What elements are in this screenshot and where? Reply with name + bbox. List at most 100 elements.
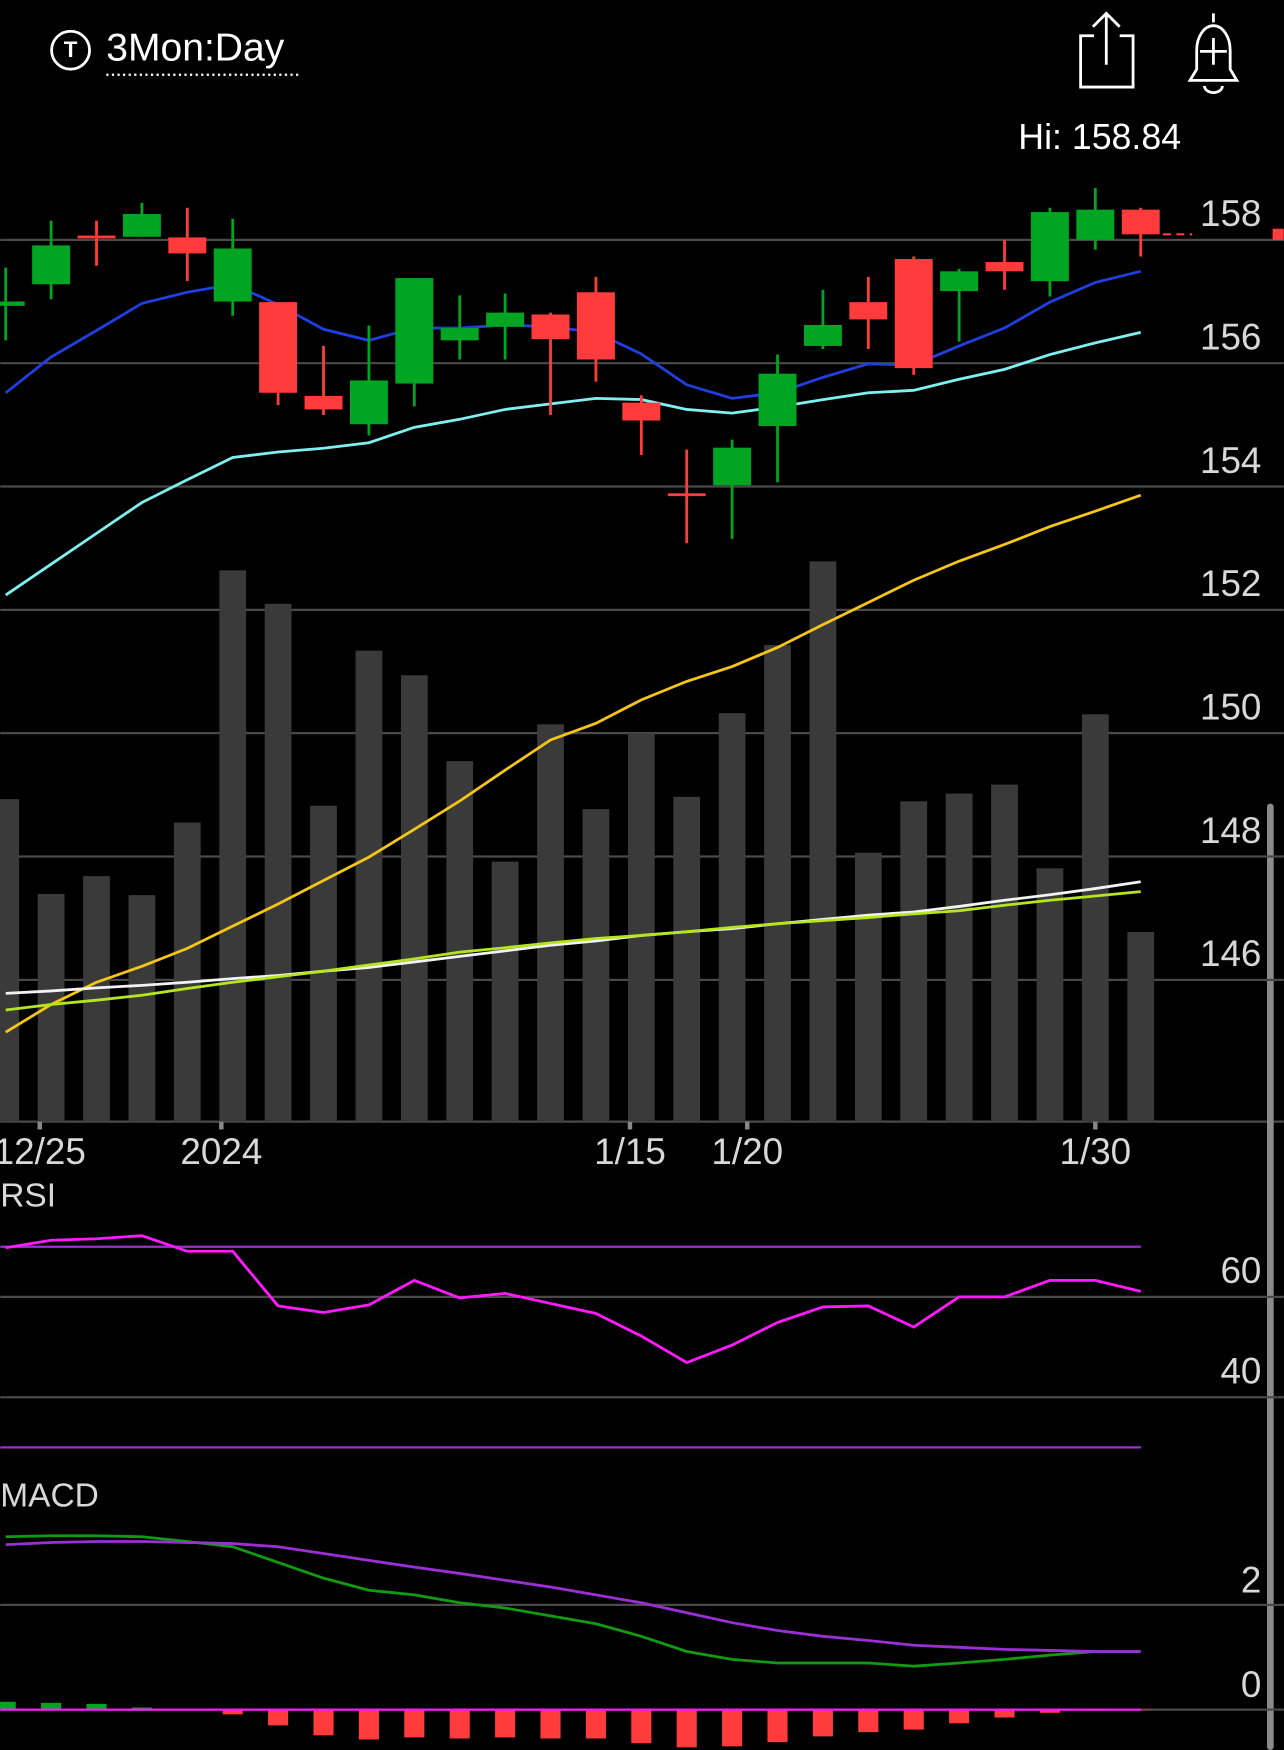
y-tick-label: 2 — [1241, 1559, 1261, 1600]
alert-button[interactable] — [1187, 13, 1240, 95]
histogram-bar — [268, 1709, 289, 1726]
histogram-bar — [1039, 1709, 1060, 1713]
volume-bar — [128, 895, 156, 1122]
histogram-bar — [540, 1709, 561, 1739]
candle-body — [940, 271, 979, 292]
candle-body — [122, 213, 161, 237]
volume-bar — [1127, 931, 1155, 1122]
candle-body — [349, 380, 388, 425]
histogram-bar — [631, 1709, 652, 1744]
histogram-bar — [41, 1702, 62, 1710]
bell — [1187, 13, 1240, 95]
histogram-bar — [358, 1709, 379, 1740]
x-tick-label: 1/20 — [711, 1131, 783, 1172]
y-tick-label: 0 — [1241, 1664, 1261, 1705]
candle-body — [803, 324, 842, 346]
volume-bar — [582, 809, 610, 1122]
histogram-bar — [0, 1701, 16, 1710]
histogram-bar — [767, 1709, 788, 1743]
x-tick-label: 1/30 — [1059, 1131, 1131, 1172]
volume-bar — [1036, 868, 1064, 1122]
candle-body — [531, 314, 570, 340]
histogram-bar — [86, 1703, 107, 1710]
candle-body — [32, 245, 71, 285]
volume-bar — [0, 799, 20, 1122]
volume-bar — [673, 796, 701, 1122]
y-tick-label: 154 — [1200, 440, 1261, 481]
candle-body — [576, 292, 615, 360]
histogram-bar — [903, 1709, 924, 1730]
y-tick-label: 156 — [1200, 316, 1261, 357]
indicator-line — [5, 880, 1141, 995]
indicator-line — [4, 269, 1142, 400]
candle-body — [1030, 212, 1069, 282]
scrollbar[interactable] — [1267, 803, 1274, 1750]
histogram-bar — [858, 1709, 879, 1733]
histogram-bar — [222, 1709, 243, 1715]
candle-body — [440, 328, 479, 341]
volume-bar — [491, 861, 519, 1122]
volume-bar — [37, 893, 65, 1122]
volume-bar — [764, 645, 791, 1122]
x-tick-label: 1/15 — [594, 1131, 666, 1172]
share-box — [1079, 34, 1135, 89]
candle-body — [1076, 209, 1115, 240]
volume-bar — [718, 713, 746, 1122]
ticker-icon — [50, 29, 91, 71]
volume-bar — [400, 675, 428, 1122]
candle-body — [667, 493, 706, 497]
histogram-bar — [495, 1709, 516, 1738]
volume-bar — [900, 801, 928, 1122]
volume-bar — [809, 561, 837, 1122]
histogram-bar — [676, 1709, 697, 1748]
panel-title: RSI — [0, 1177, 56, 1214]
y-tick-label: 60 — [1220, 1250, 1261, 1291]
volume-bar — [1081, 714, 1109, 1122]
volume-bar — [991, 784, 1018, 1122]
volume-bar — [219, 570, 247, 1122]
ticker-icon-letter: T — [64, 37, 78, 62]
candle-body — [758, 373, 797, 427]
y-tick-label: 148 — [1200, 810, 1261, 851]
histogram-bar — [949, 1709, 970, 1724]
histogram-bar — [404, 1709, 425, 1738]
candle-body — [395, 278, 434, 384]
y-tick-label: 158 — [1200, 193, 1261, 234]
high-annotation: Hi: 158.84 — [1018, 117, 1181, 157]
y-tick-label: 150 — [1200, 686, 1261, 727]
histogram-bar — [449, 1709, 470, 1739]
candle-body — [894, 258, 933, 369]
histogram-bar — [994, 1709, 1015, 1718]
share-button[interactable] — [1079, 11, 1135, 89]
volume-bar — [446, 761, 474, 1122]
indicator-line — [5, 1234, 1142, 1365]
volume-bar — [310, 805, 337, 1122]
candle-body — [77, 235, 116, 239]
indicator-line — [4, 331, 1142, 597]
candle-body — [1121, 209, 1160, 235]
x-tick-label: 12/25 — [0, 1131, 86, 1172]
indicator-line — [4, 493, 1142, 1034]
indicator-line — [5, 1540, 1141, 1653]
y-tick-label: 146 — [1200, 933, 1261, 974]
chart-period[interactable]: 3Mon:Day — [106, 27, 284, 70]
last-price-marker — [1272, 228, 1284, 240]
candle-body — [304, 395, 343, 410]
volume-bar — [854, 852, 882, 1122]
panel-title: MACD — [0, 1478, 99, 1515]
histogram-bar — [585, 1709, 606, 1739]
candle-body — [849, 302, 888, 320]
candle-body — [713, 447, 752, 486]
volume-bar — [537, 724, 564, 1122]
candle-body — [0, 301, 25, 306]
volume-bar — [173, 822, 201, 1122]
candle-body — [259, 302, 298, 393]
histogram-bar — [722, 1709, 743, 1747]
volume-bar — [264, 603, 292, 1122]
indicator-line — [5, 890, 1141, 1012]
title-button[interactable]: T 3Mon:Day — [50, 27, 300, 76]
candle-body — [168, 237, 207, 254]
candle-body — [486, 312, 525, 327]
candle-body — [213, 248, 252, 302]
